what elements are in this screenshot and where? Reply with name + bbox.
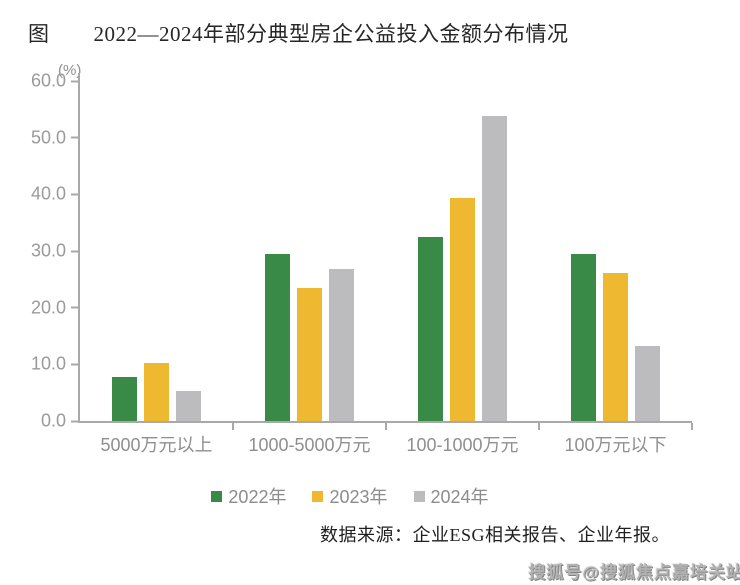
legend-item: 2022年 bbox=[211, 483, 286, 509]
y-tick-mark bbox=[71, 306, 78, 309]
y-tick-text: 60.0 bbox=[30, 70, 66, 91]
x-axis-category-label: 1000-5000万元 bbox=[248, 435, 371, 455]
y-tick-label: 10.0 bbox=[31, 354, 78, 375]
y-tick-label: 50.0 bbox=[31, 127, 78, 148]
y-axis-unit-label: (%) bbox=[58, 62, 82, 79]
y-tick-text: 50.0 bbox=[30, 127, 66, 148]
y-tick-label: 40.0 bbox=[31, 184, 78, 205]
legend-item: 2024年 bbox=[413, 483, 489, 509]
figure-label: 图 bbox=[28, 22, 50, 46]
y-tick-mark bbox=[71, 136, 78, 139]
bar-group bbox=[386, 81, 540, 430]
y-tick-mark bbox=[71, 420, 78, 422]
bar-chart: 60.0 50.0 40.0 30.0 20.0 10.0 0.0 bbox=[10, 71, 740, 431]
legend-label: 2022年 bbox=[228, 487, 287, 507]
y-tick-mark bbox=[71, 193, 78, 196]
bar-2023年 bbox=[144, 362, 169, 421]
x-axis-category-label: 5000万元以上 bbox=[100, 435, 213, 455]
bar-2024年 bbox=[176, 390, 201, 421]
bar-2022年 bbox=[265, 254, 290, 421]
source-note: 数据来源：企业ESG相关报告、企业年报。 bbox=[319, 525, 670, 545]
y-tick-label: 60.0 bbox=[31, 71, 78, 92]
y-tick-text: 40.0 bbox=[30, 183, 66, 204]
legend-label: 2024年 bbox=[430, 487, 489, 507]
bar-group bbox=[233, 81, 387, 430]
x-axis-category-label: 100-1000万元 bbox=[406, 435, 519, 455]
y-tick-label: 20.0 bbox=[31, 297, 78, 318]
legend: 2022年 2023年 2024年 bbox=[0, 483, 700, 509]
y-tick-text: 20.0 bbox=[30, 297, 66, 318]
y-tick-label: 30.0 bbox=[31, 241, 78, 262]
page-title: 2022—2024年部分典型房企公益投入金额分布情况 bbox=[93, 22, 569, 46]
x-axis-labels: 5000万元以上 1000-5000万元 100-1000万元 100万元以下 bbox=[80, 431, 692, 457]
y-tick-text: 10.0 bbox=[30, 353, 66, 374]
y-tick-mark bbox=[71, 363, 78, 366]
x-tick-mark bbox=[232, 423, 234, 430]
x-tick-mark bbox=[385, 423, 387, 430]
bar-2024年 bbox=[635, 345, 660, 421]
bar-2022年 bbox=[112, 376, 137, 421]
y-tick-text: 0.0 bbox=[40, 410, 66, 431]
figure-title: 图 2022—2024年部分典型房企公益投入金额分布情况 bbox=[0, 0, 740, 48]
legend-swatch-icon bbox=[312, 490, 324, 502]
bar-2023年 bbox=[450, 197, 475, 421]
bar-2023年 bbox=[297, 287, 322, 421]
y-tick-mark bbox=[71, 80, 78, 82]
legend-item: 2023年 bbox=[312, 483, 388, 509]
x-axis-category-label: 100万元以下 bbox=[564, 435, 667, 455]
legend-label: 2023年 bbox=[329, 487, 388, 507]
legend-swatch-icon bbox=[211, 490, 223, 502]
y-tick-mark bbox=[71, 250, 78, 252]
bar-2022年 bbox=[418, 237, 443, 421]
y-axis: 60.0 50.0 40.0 30.0 20.0 10.0 0.0 bbox=[10, 71, 78, 431]
bar-2024年 bbox=[329, 268, 354, 421]
bar-2023年 bbox=[603, 272, 628, 421]
bar-group bbox=[80, 81, 234, 430]
plot-area bbox=[78, 73, 693, 430]
y-tick-label: 0.0 bbox=[41, 411, 78, 432]
legend-swatch-icon bbox=[413, 490, 425, 502]
watermark: 搜狐号@搜狐焦点嘉培关站 bbox=[528, 563, 740, 582]
x-tick-mark bbox=[691, 423, 693, 430]
bar-2024年 bbox=[482, 116, 507, 421]
x-tick-mark bbox=[538, 423, 540, 430]
bar-2022年 bbox=[571, 254, 596, 421]
y-tick-text: 30.0 bbox=[30, 240, 66, 261]
bar-group bbox=[539, 81, 693, 430]
